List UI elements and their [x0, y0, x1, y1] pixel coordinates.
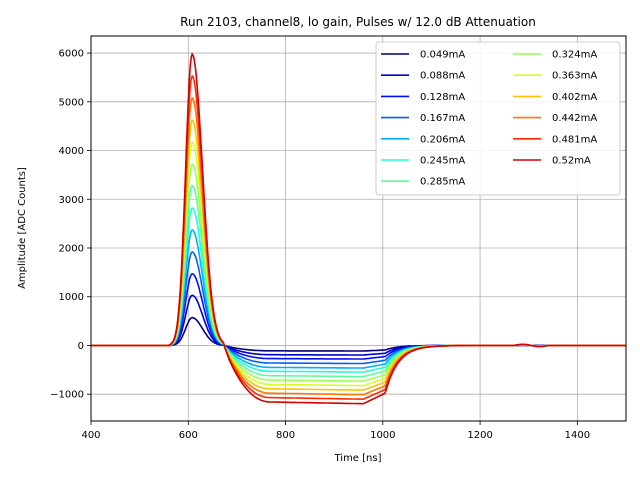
- legend-label: 0.049mA: [420, 50, 465, 61]
- y-tick-label: 2000: [59, 243, 84, 254]
- legend: 0.049mA 0.088mA 0.128mA 0.167mA 0.206mA 0.245…: [375, 41, 621, 196]
- y-tick-label: −1000: [50, 390, 84, 401]
- x-tick-label: 1400: [565, 430, 590, 441]
- x-tick-label: 1000: [370, 430, 395, 441]
- legend-label: 0.088mA: [420, 71, 465, 82]
- legend-label: 0.128mA: [420, 92, 465, 103]
- legend-label: 0.167mA: [420, 113, 465, 124]
- x-tick-label: 600: [179, 430, 198, 441]
- legend-label: 0.52mA: [552, 156, 591, 167]
- legend-label: 0.481mA: [552, 134, 597, 145]
- series-line-0.285mA: [91, 184, 626, 378]
- legend-label: 0.245mA: [420, 156, 465, 167]
- legend-label: 0.324mA: [552, 50, 597, 61]
- series-line-0.245mA: [91, 206, 626, 373]
- legend-label: 0.285mA: [420, 177, 465, 188]
- x-tick-label: 800: [276, 430, 295, 441]
- y-tick-label: 4000: [59, 146, 84, 157]
- series-line-0.324mA: [91, 162, 626, 382]
- y-tick-label: 3000: [59, 195, 84, 206]
- legend-label: 0.363mA: [552, 71, 597, 82]
- x-tick-label: 400: [81, 430, 100, 441]
- x-tick-label: 1200: [467, 430, 492, 441]
- y-tick-label: 5000: [59, 97, 84, 108]
- legend-box: [375, 41, 621, 196]
- plot-frame: [90, 35, 627, 422]
- legend-label: 0.206mA: [420, 134, 465, 145]
- legend-label: 0.442mA: [552, 113, 597, 124]
- legend-label: 0.402mA: [552, 92, 597, 103]
- x-axis-label: Time [ns]: [333, 453, 381, 464]
- y-tick-label: 1000: [59, 292, 84, 303]
- y-tick-label: 6000: [59, 49, 84, 60]
- series-line-0.206mA: [91, 228, 626, 369]
- axis-ticks: 400 600 800 1000 1200 1400 −1000 0 1000 2000 3000 4…: [50, 49, 590, 441]
- series-line-0.167mA: [91, 250, 626, 365]
- series-line-0.52mA: [91, 52, 626, 405]
- y-axis-label: Amplitude [ADC Counts]: [17, 167, 28, 289]
- series-group: [91, 52, 626, 405]
- y-tick-label: 0: [78, 341, 84, 352]
- chart-title: Run 2103, channel8, lo gain, Pulses w/ 1…: [180, 15, 536, 29]
